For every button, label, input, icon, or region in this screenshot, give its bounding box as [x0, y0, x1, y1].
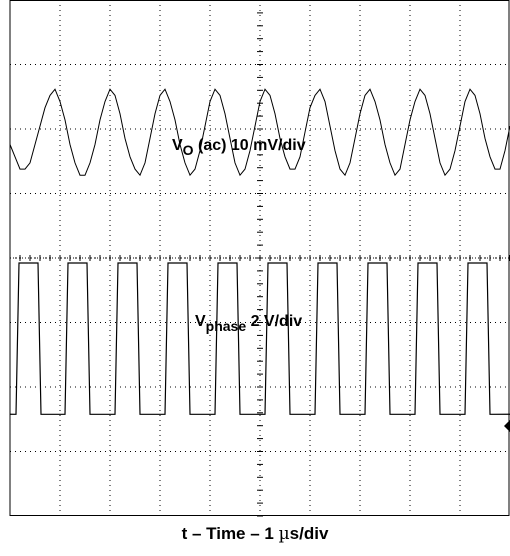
- traces: [9, 88, 510, 415]
- label-vphase: Vphase 2 V/div: [195, 313, 302, 334]
- label-vo-ac: VO (ac) 10 mV/div: [172, 137, 306, 158]
- channel-2-ground-marker: [504, 420, 510, 432]
- graticule: [9, 0, 510, 517]
- trace-vo-ac: [9, 88, 510, 177]
- x-axis-label: t – Time – 1 µs/div: [181, 524, 329, 544]
- trace-vphase: [9, 262, 510, 415]
- trace-labels: VO (ac) 10 mV/div Vphase 2 V/div: [172, 137, 306, 334]
